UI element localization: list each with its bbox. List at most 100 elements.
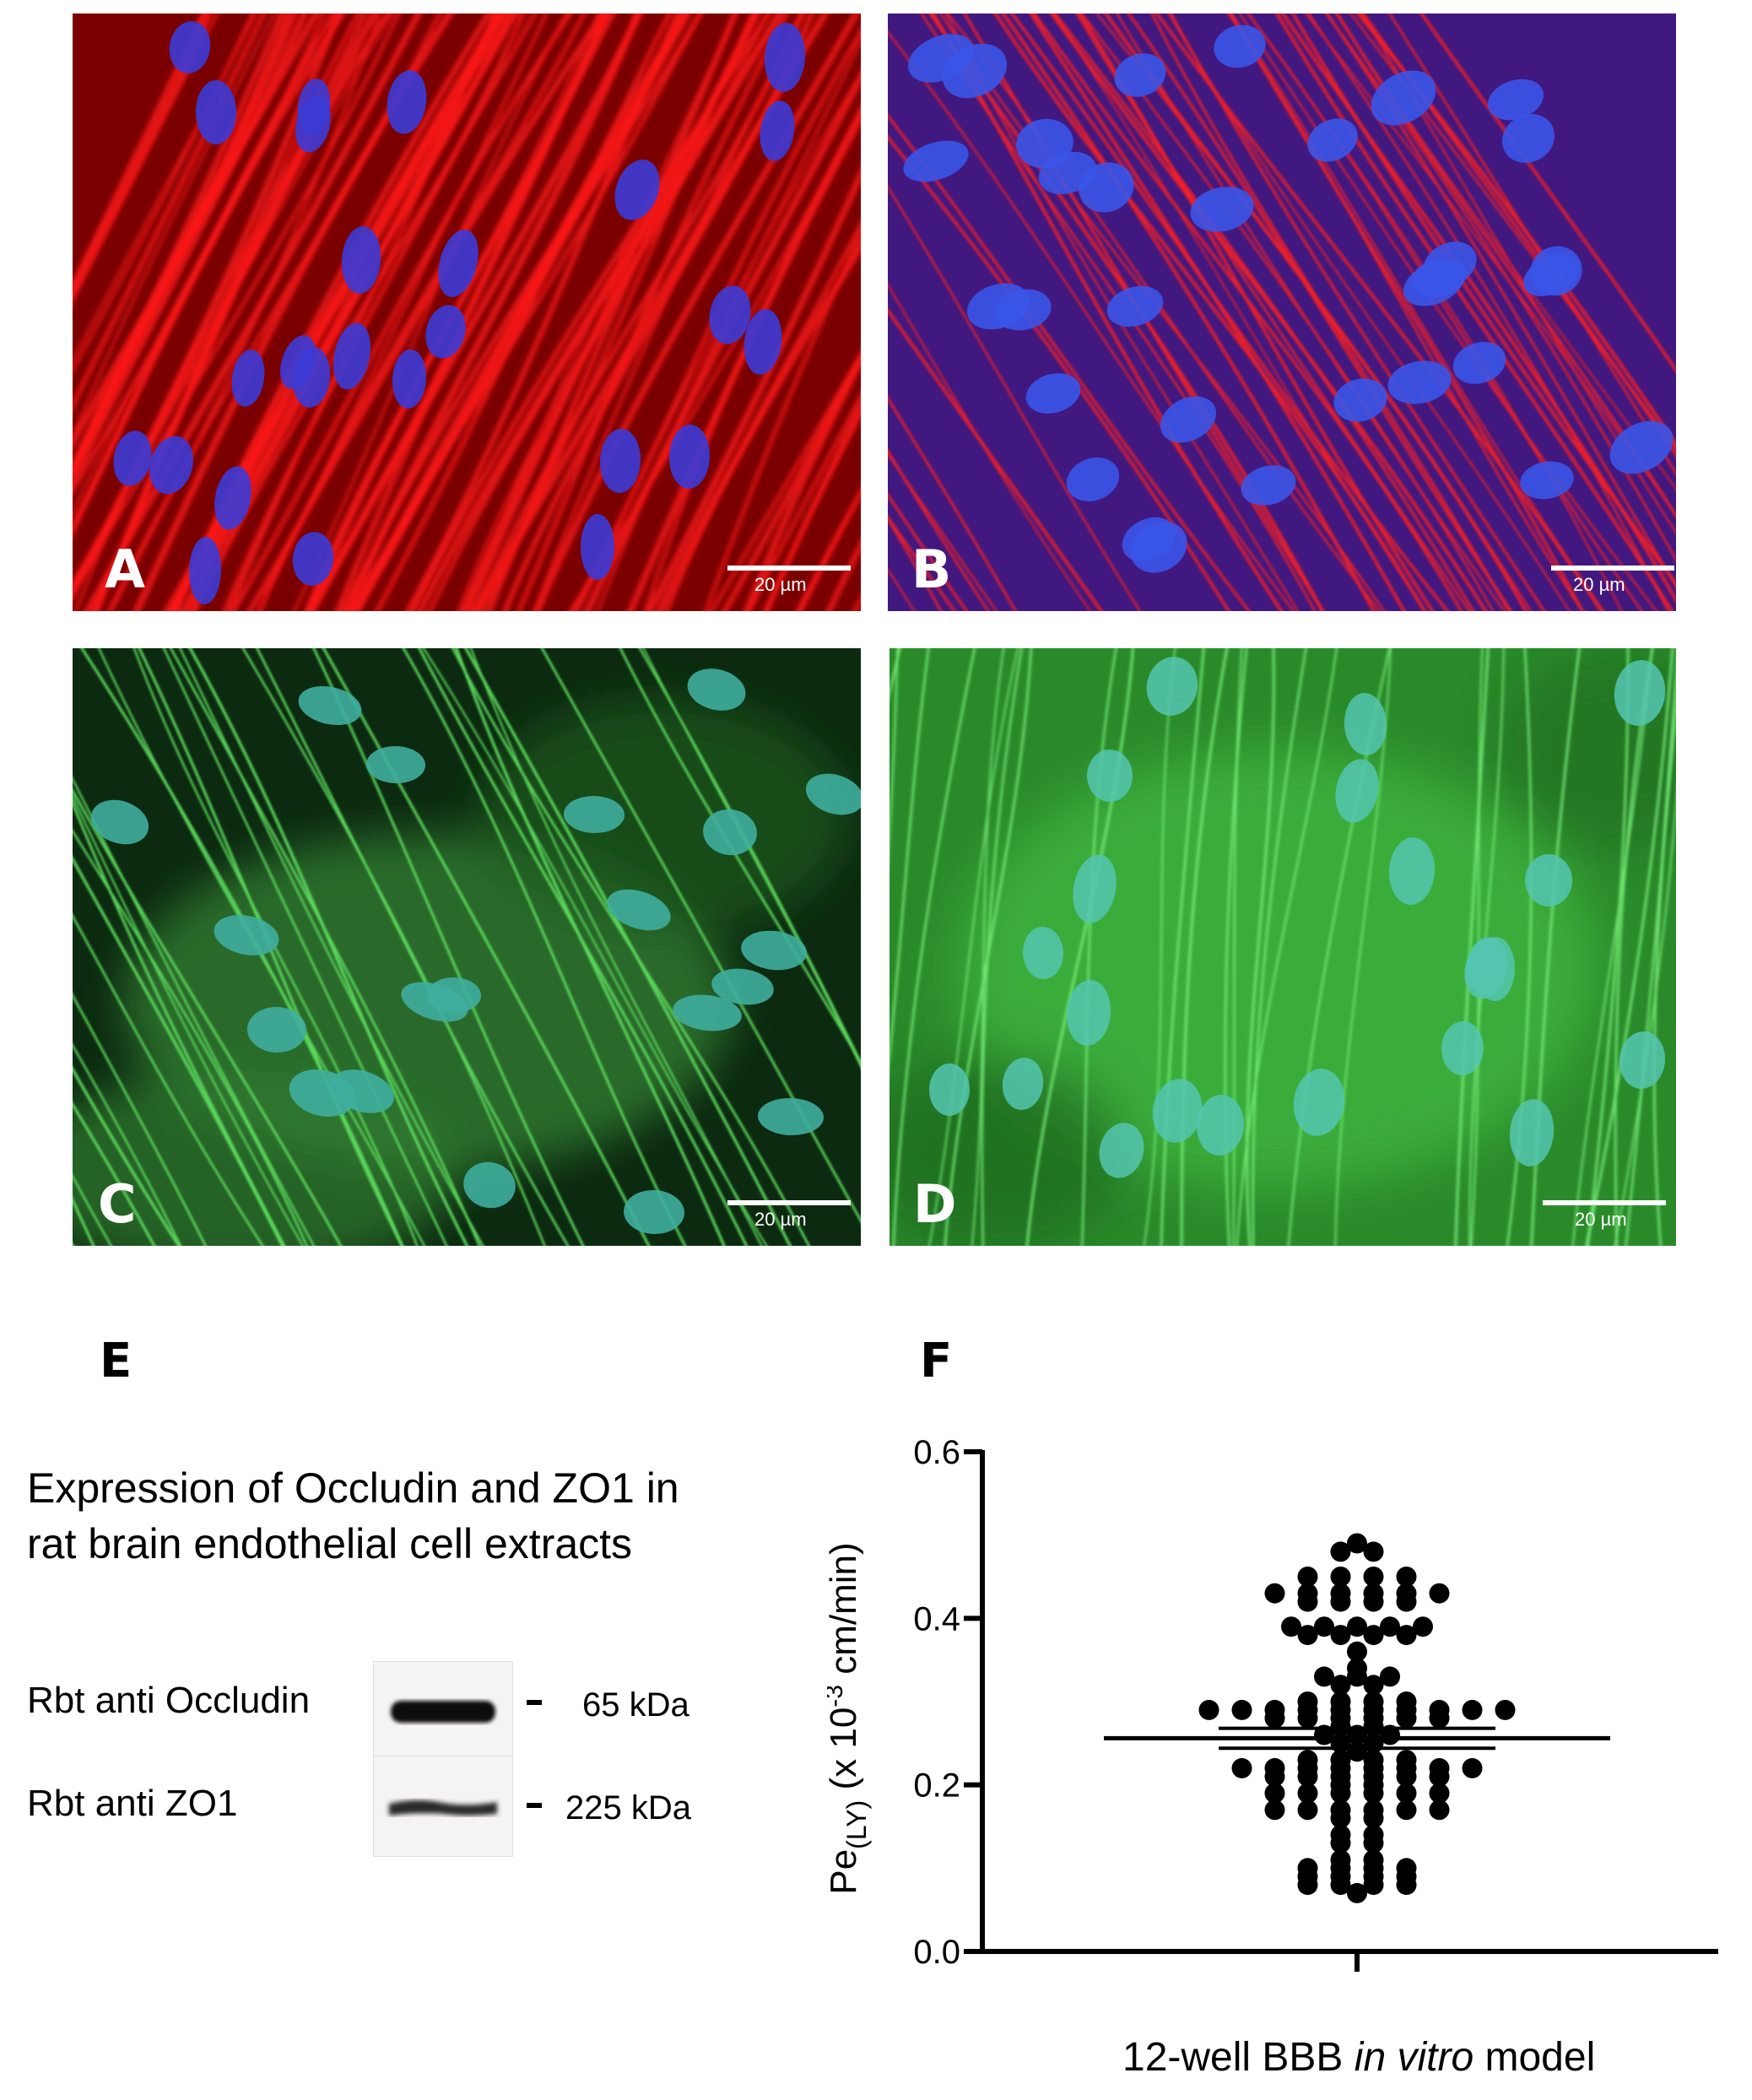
nucleus [607, 889, 671, 931]
blot-label-zo1: Rbt anti ZO1 [27, 1783, 238, 1824]
junction-line [1252, 648, 1307, 1246]
nucleus [214, 915, 279, 955]
nucleus [1509, 1099, 1555, 1166]
junction-line [971, 648, 1005, 1246]
micrograph-b-image [888, 14, 1676, 611]
junction-line [188, 648, 469, 1246]
panel-letter-c: C [98, 1173, 137, 1235]
nucleus [1501, 114, 1555, 163]
junction-line [892, 648, 976, 1246]
nucleus [1609, 420, 1674, 474]
nucleus [1196, 1095, 1245, 1156]
nucleus [1423, 241, 1477, 287]
membrane-junction [993, 14, 1426, 611]
junction-line [73, 788, 343, 1246]
data-point [1330, 1567, 1351, 1587]
junction-line [1160, 648, 1205, 1246]
junction-line [73, 793, 304, 1246]
data-point [1363, 1591, 1384, 1612]
data-point [1396, 1708, 1417, 1729]
actin-fiber [346, 14, 703, 611]
actin-fiber [73, 14, 214, 300]
data-point [1347, 1641, 1367, 1662]
data-point [1462, 1699, 1483, 1720]
data-point [1396, 1800, 1417, 1821]
junction-line [73, 1101, 156, 1246]
data-point [1396, 1766, 1417, 1787]
membrane-junction [888, 448, 990, 611]
data-point [1495, 1699, 1516, 1720]
panel-letter-d: D [913, 1173, 957, 1235]
data-point [1330, 1832, 1351, 1854]
nucleus [90, 799, 149, 845]
data-point [1297, 1591, 1318, 1612]
data-point [1347, 1741, 1367, 1762]
data-point [1297, 1783, 1318, 1804]
permeability-chart: 0.0 0.2 0.4 0.6 Pe(LY) (x 10-3 cm/min) [827, 1434, 1718, 1972]
actin-fiber [222, 14, 527, 611]
data-point [1330, 1625, 1351, 1646]
nucleus [1022, 927, 1064, 979]
nucleus [687, 668, 746, 711]
actin-fiber [343, 14, 641, 611]
junction-line [463, 648, 792, 1246]
data-point [1462, 1757, 1483, 1778]
membrane-junction [1246, 14, 1643, 611]
y-tick-label: 0.4 [913, 1600, 960, 1637]
nucleus [1520, 461, 1574, 500]
panel-letter-f: F [920, 1334, 953, 1388]
actin-fiber [230, 14, 573, 611]
scale-label-a: 20 µm [754, 574, 807, 595]
nucleus [1388, 837, 1436, 905]
nucleus [1066, 980, 1111, 1046]
junction-line [1614, 792, 1676, 1246]
y-tick-label: 0.6 [913, 1434, 960, 1471]
nucleus [149, 436, 193, 495]
membrane-junction [1307, 14, 1669, 611]
blot-band-occludin [391, 1701, 495, 1723]
actin-fiber [533, 14, 861, 611]
membrane-junction [1127, 14, 1513, 611]
actin-fiber [516, 14, 790, 611]
data-point [1396, 1783, 1417, 1804]
nucleus [1464, 939, 1508, 999]
nucleus [1333, 378, 1387, 422]
nucleus [333, 322, 371, 390]
y-tick-label: 0.2 [913, 1767, 960, 1805]
junction-line [890, 648, 930, 1068]
membrane-junction [888, 492, 969, 611]
junction-line [1530, 648, 1582, 1246]
scale-bar-d [1543, 1200, 1666, 1205]
junction-line [455, 648, 726, 1246]
membrane-junction [888, 307, 1104, 611]
nucleus [247, 1006, 306, 1053]
membrane-junction [888, 30, 1295, 611]
nucleus [1614, 660, 1666, 726]
actin-fiber [73, 14, 275, 440]
junction-line [179, 648, 484, 1246]
membrane-junction [1280, 14, 1676, 604]
nucleus [1190, 187, 1254, 232]
chart-x-label: 12-well BBB in vitro model [1122, 2034, 1595, 2081]
data-point [1330, 1675, 1351, 1696]
membrane-junction [1325, 14, 1676, 589]
junction-line [1246, 648, 1275, 1246]
data-point [1231, 1757, 1252, 1778]
data-point [1380, 1666, 1400, 1687]
junction-line [73, 1066, 181, 1246]
nucleus [341, 226, 381, 294]
data-point [1264, 1783, 1285, 1804]
data-point [1314, 1666, 1334, 1687]
actin-fiber [187, 14, 503, 611]
membrane-junction [1274, 14, 1674, 611]
actin-fiber [90, 14, 368, 611]
nucleus [425, 305, 466, 359]
panel-letter-b: B [911, 539, 952, 600]
nucleus [1387, 360, 1452, 404]
nucleus [1293, 1069, 1345, 1136]
junction-line [1180, 648, 1229, 1246]
nucleus [1099, 1123, 1144, 1178]
data-point [1330, 1591, 1351, 1612]
actin-fiber [655, 241, 861, 611]
nucleus [1152, 1079, 1203, 1143]
